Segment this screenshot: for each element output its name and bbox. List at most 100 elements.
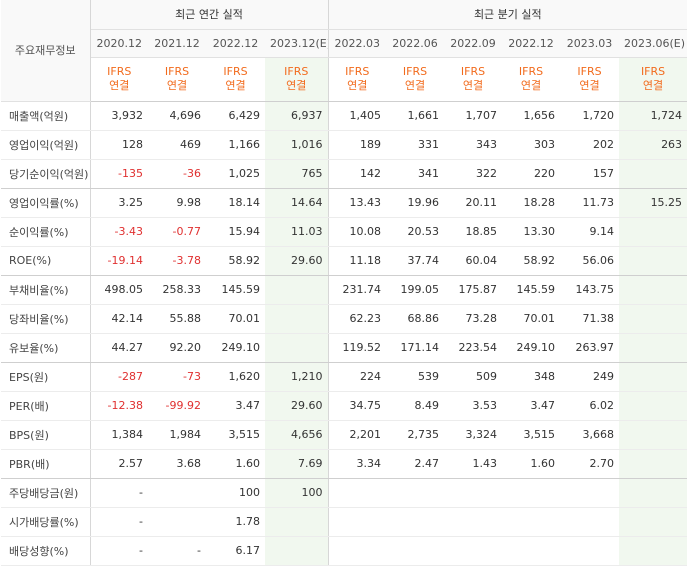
table-row: 순이익률(%) -3.43 -0.77 15.94 11.03 10.08 20.53 18.… (1, 217, 688, 247)
table-row: 당좌비율(%) 42.14 55.88 70.01 62.23 68.86 73.28 70.… (1, 304, 688, 334)
table-row: 매출액(억원) 3,932 4,696 6,429 6,937 1,405 1,661 1,7… (1, 101, 688, 131)
value-cell: 3.47 (206, 391, 265, 421)
value-cell: 223.54 (444, 333, 503, 363)
value-cell: 1,025 (206, 159, 265, 189)
basis-label: 연결 (166, 79, 188, 92)
value-cell: 142 (328, 159, 387, 189)
value-cell: 119.52 (328, 333, 387, 363)
value-cell: 765 (265, 159, 329, 189)
value-cell: 6,429 (206, 101, 265, 131)
row-label: PER(배) (1, 391, 91, 421)
value-cell: 3.68 (148, 449, 206, 479)
value-cell: 1,720 (560, 101, 620, 131)
value-cell (619, 478, 688, 508)
row-label: 영업이익률(%) (1, 188, 91, 218)
value-cell: 1.60 (206, 449, 265, 479)
period-header: 2022.12 (502, 29, 561, 58)
value-cell: 11.73 (560, 188, 620, 218)
ifrs-label: IFRS (402, 65, 428, 78)
value-cell (560, 478, 620, 508)
value-cell: 7.69 (265, 449, 329, 479)
ifrs-basis-label: IFRS 연결 (206, 57, 265, 102)
value-cell: 509 (444, 362, 503, 392)
value-cell (619, 275, 688, 305)
value-cell: -99.92 (148, 391, 206, 421)
value-cell (619, 507, 688, 537)
value-cell: 11.03 (265, 217, 329, 247)
period-header: 2022.03 (328, 29, 387, 58)
value-cell: 3,515 (206, 420, 265, 450)
value-cell: 143.75 (560, 275, 620, 305)
value-cell: 341 (386, 159, 445, 189)
basis-label: 연결 (520, 79, 542, 92)
value-cell: 1,724 (619, 101, 688, 131)
value-cell: -0.77 (148, 217, 206, 247)
ifrs-label: IFRS (284, 65, 309, 78)
value-cell: 539 (386, 362, 445, 392)
value-cell: 469 (148, 130, 206, 160)
value-cell: 1,166 (206, 130, 265, 160)
value-cell: 1,210 (265, 362, 329, 392)
value-cell: 145.59 (206, 275, 265, 305)
value-cell: 10.08 (328, 217, 387, 247)
value-cell: 224 (328, 362, 387, 392)
value-cell (619, 217, 688, 247)
value-cell: 70.01 (206, 304, 265, 334)
row-label: 주당배당금(원) (1, 478, 91, 508)
value-cell: 6.17 (206, 536, 265, 566)
value-cell: 220 (502, 159, 561, 189)
value-cell (265, 507, 329, 537)
value-cell: 56.06 (560, 246, 620, 276)
row-label: 배당성향(%) (1, 536, 91, 566)
value-cell: 9.14 (560, 217, 620, 247)
period-header: 2022.12 (206, 29, 265, 58)
value-cell: 92.20 (148, 333, 206, 363)
ifrs-basis-label: IFRS 연결 (328, 57, 387, 102)
value-cell: 303 (502, 130, 561, 160)
value-cell (619, 159, 688, 189)
value-cell: 157 (560, 159, 620, 189)
value-cell (328, 507, 387, 537)
value-cell: 1,016 (265, 130, 329, 160)
value-cell: 42.14 (90, 304, 148, 334)
value-cell: 1,656 (502, 101, 561, 131)
value-cell: 73.28 (444, 304, 503, 334)
value-cell: 3.53 (444, 391, 503, 421)
value-cell: 18.14 (206, 188, 265, 218)
value-cell: 71.38 (560, 304, 620, 334)
value-cell: -19.14 (90, 246, 148, 276)
value-cell: 128 (90, 130, 148, 160)
value-cell: 249.10 (206, 333, 265, 363)
period-header: 2020.12 (90, 29, 148, 58)
table-row: BPS(원) 1,384 1,984 3,515 4,656 2,201 2,735 3,32… (1, 420, 688, 450)
basis-label: 연결 (347, 79, 368, 92)
value-cell: 343 (444, 130, 503, 160)
table-row: 당기순이익(억원) -135 -36 1,025 765 142 341 322 220 157 (1, 159, 688, 189)
value-cell: 1,984 (148, 420, 206, 450)
value-cell (386, 507, 445, 537)
value-cell (386, 536, 445, 566)
value-cell (444, 507, 503, 537)
value-cell: 3,515 (502, 420, 561, 450)
value-cell: - (90, 478, 148, 508)
value-cell (444, 536, 503, 566)
value-cell: - (90, 507, 148, 537)
value-cell: 8.49 (386, 391, 445, 421)
value-cell (619, 391, 688, 421)
ifrs-basis-label: IFRS 연결 (386, 57, 445, 102)
value-cell: 2,201 (328, 420, 387, 450)
value-cell: 2.57 (90, 449, 148, 479)
value-cell: 1,661 (386, 101, 445, 131)
value-cell: 100 (265, 478, 329, 508)
ifrs-basis-label: IFRS 연결 (90, 57, 148, 102)
value-cell: 1,384 (90, 420, 148, 450)
ifrs-label: IFRS (460, 65, 486, 78)
ifrs-basis-label: IFRS 연결 (502, 57, 561, 102)
value-cell: 13.30 (502, 217, 561, 247)
value-cell: 15.94 (206, 217, 265, 247)
value-cell: 29.60 (265, 246, 329, 276)
value-cell (328, 536, 387, 566)
period-header: 2023.06(E) (619, 29, 688, 58)
value-cell (265, 536, 329, 566)
value-cell: 1,620 (206, 362, 265, 392)
